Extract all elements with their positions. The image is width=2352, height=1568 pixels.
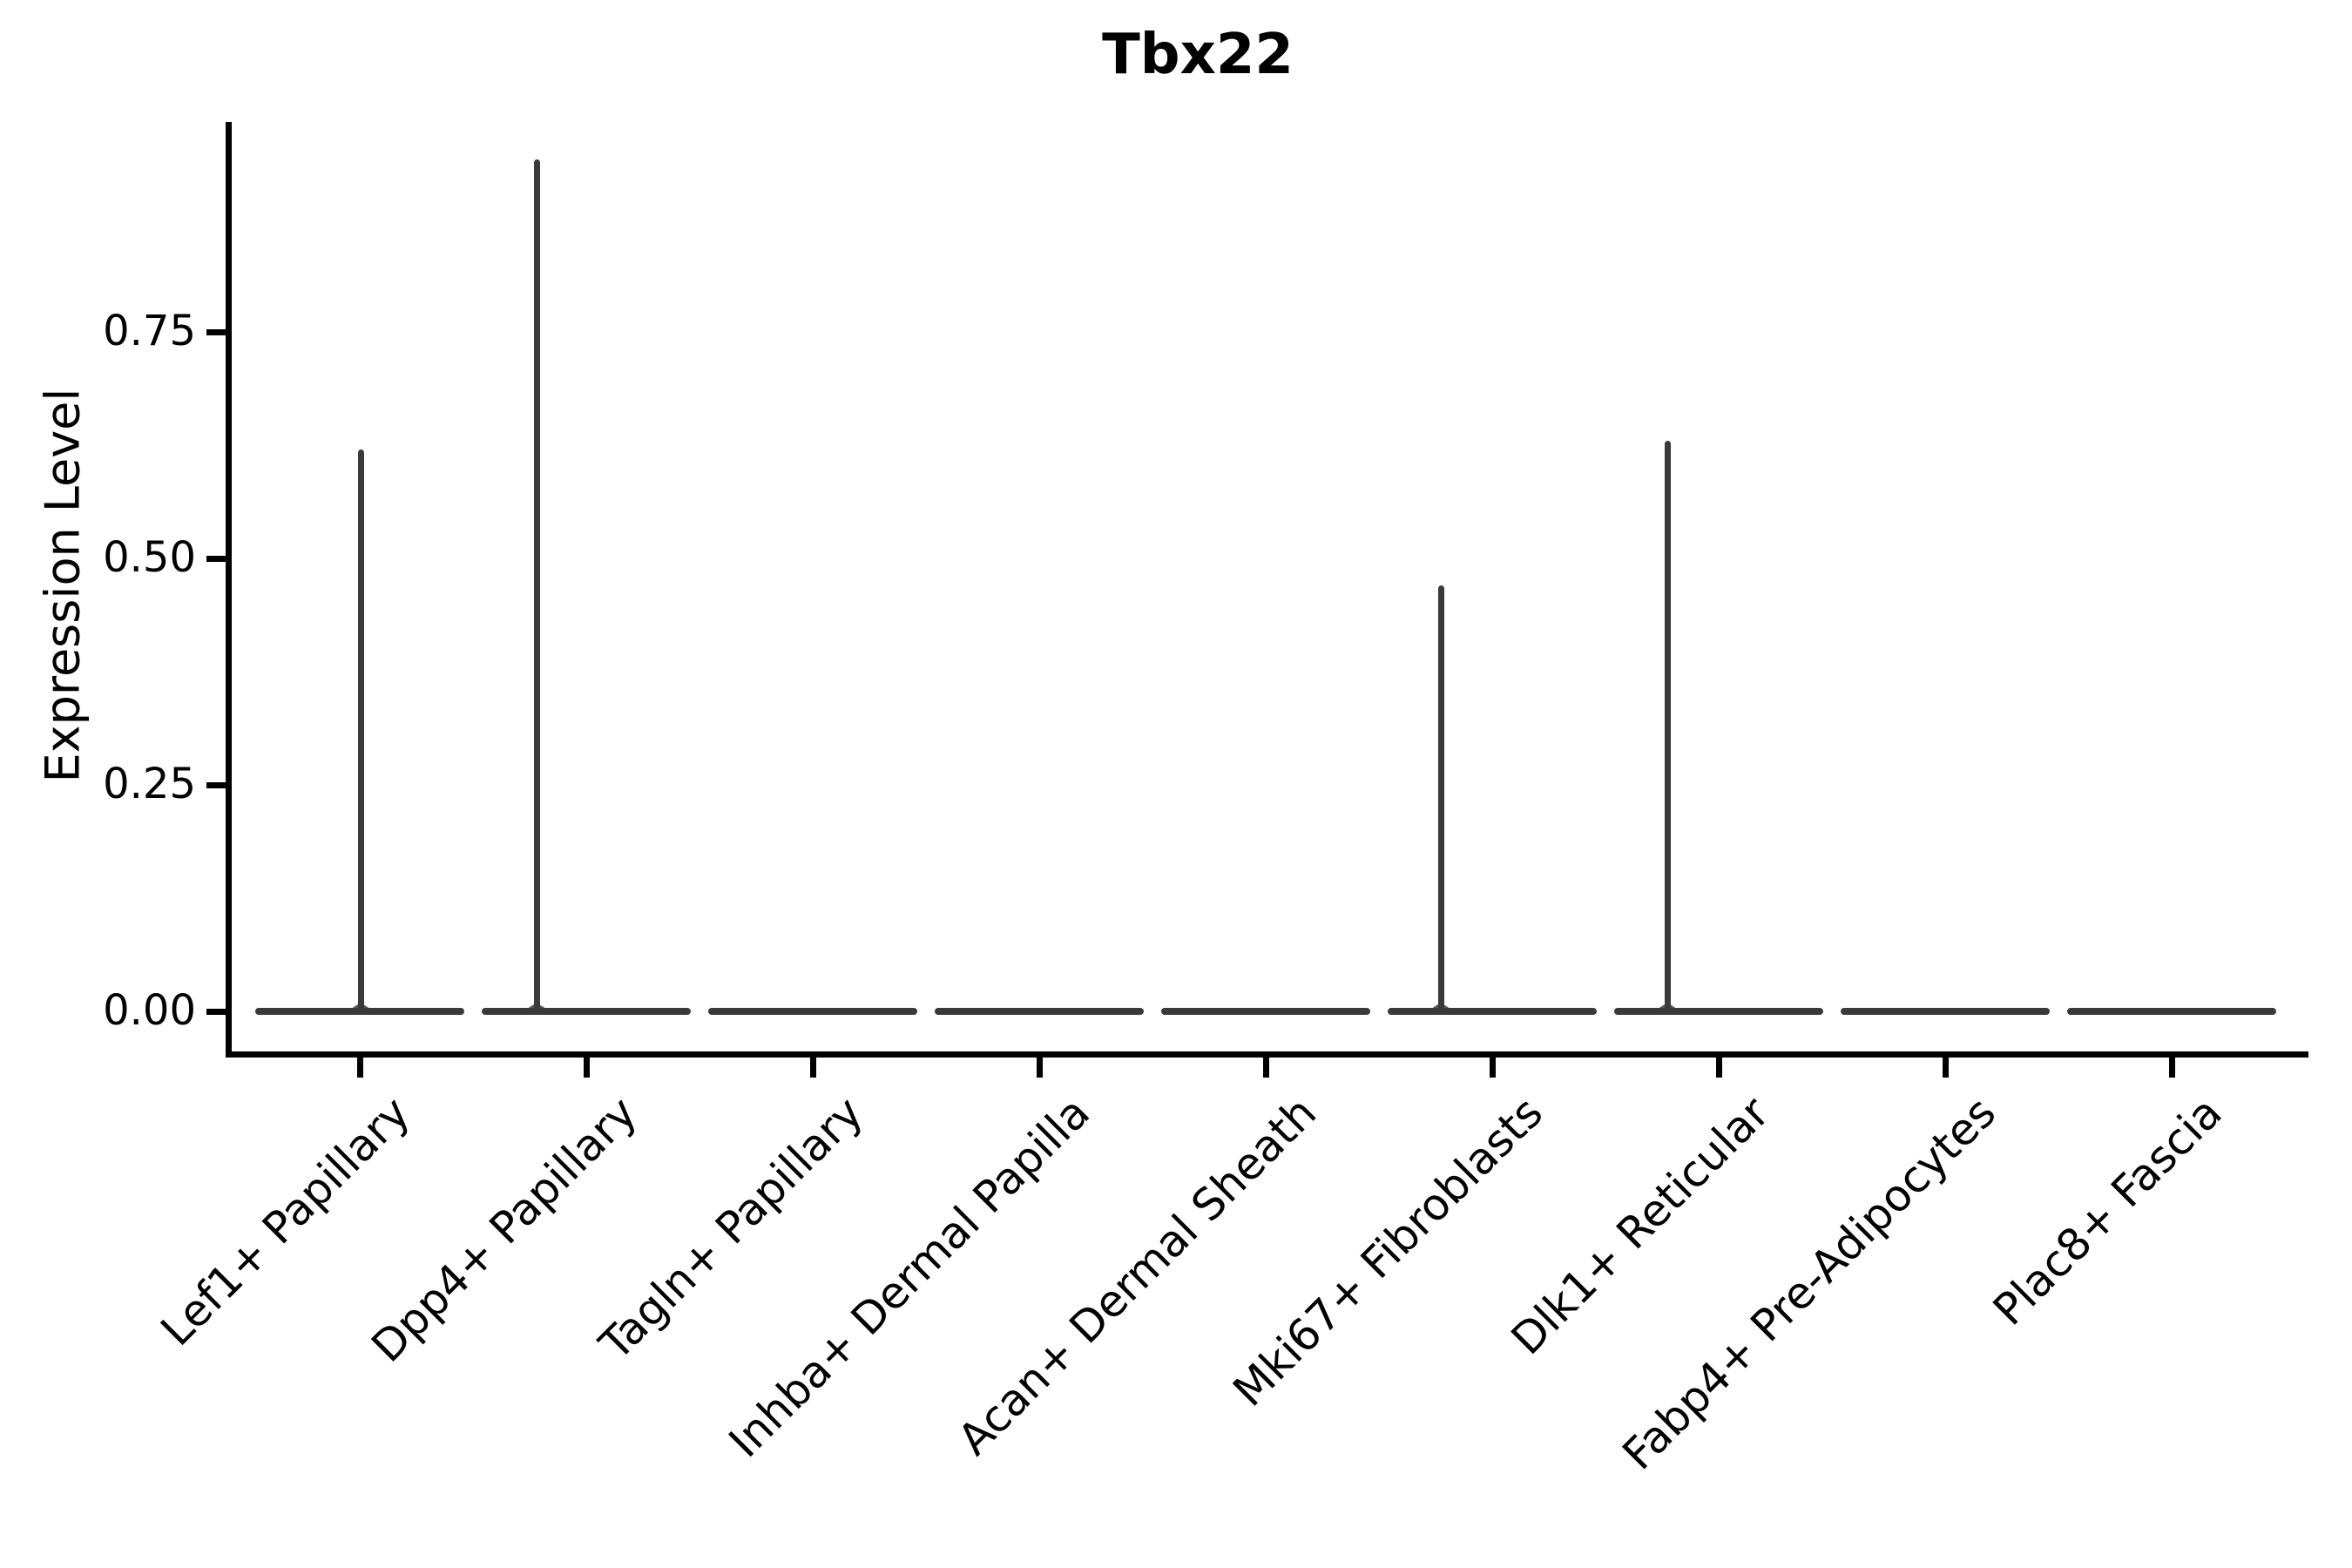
- violin-body: [1388, 1008, 1597, 1015]
- x-tick-label: Acan+ Dermal Sheath: [948, 1087, 1327, 1465]
- violin-body: [708, 1008, 917, 1015]
- violin-body: [1161, 1008, 1370, 1015]
- x-tick-mark: [584, 1058, 590, 1078]
- violin-spike: [1437, 585, 1444, 1015]
- y-axis-label: Expression Level: [35, 388, 91, 783]
- y-tick-label: 0.75: [103, 307, 196, 355]
- x-tick-mark: [1037, 1058, 1043, 1078]
- x-tick-mark: [1263, 1058, 1269, 1078]
- x-tick-mark: [1490, 1058, 1496, 1078]
- y-tick-mark: [206, 782, 226, 788]
- x-tick-mark: [357, 1058, 363, 1078]
- violin-body: [2067, 1008, 2276, 1015]
- y-tick-label: 0.00: [103, 986, 196, 1035]
- y-tick-mark: [206, 329, 226, 335]
- x-tick-mark: [810, 1058, 816, 1078]
- y-tick-mark: [206, 556, 226, 562]
- violin-spike: [1664, 440, 1671, 1015]
- x-axis-spine: [226, 1051, 2308, 1058]
- violin-body: [935, 1008, 1144, 1015]
- violin-body: [1841, 1008, 2050, 1015]
- x-tick-label: Fabp4+ Pre-Adipocytes: [1612, 1087, 2006, 1480]
- violin-body: [1614, 1008, 1823, 1015]
- x-tick-mark: [1716, 1058, 1722, 1078]
- x-tick-label: Plac8+ Fascia: [1984, 1087, 2233, 1335]
- chart-title: Tbx22: [1102, 23, 1294, 87]
- y-tick-label: 0.50: [103, 533, 196, 582]
- y-axis-spine: [226, 122, 232, 1058]
- x-tick-label: Inhba+ Dermal Papilla: [719, 1087, 1100, 1468]
- x-tick-mark: [2169, 1058, 2175, 1078]
- x-tick-mark: [1943, 1058, 1949, 1078]
- y-tick-mark: [206, 1009, 226, 1015]
- y-tick-label: 0.25: [103, 760, 196, 808]
- violin-spike: [533, 159, 540, 1015]
- x-tick-label: Lef1+ Papillary: [151, 1087, 421, 1356]
- violin-spike: [357, 449, 364, 1015]
- violin-body: [482, 1008, 691, 1015]
